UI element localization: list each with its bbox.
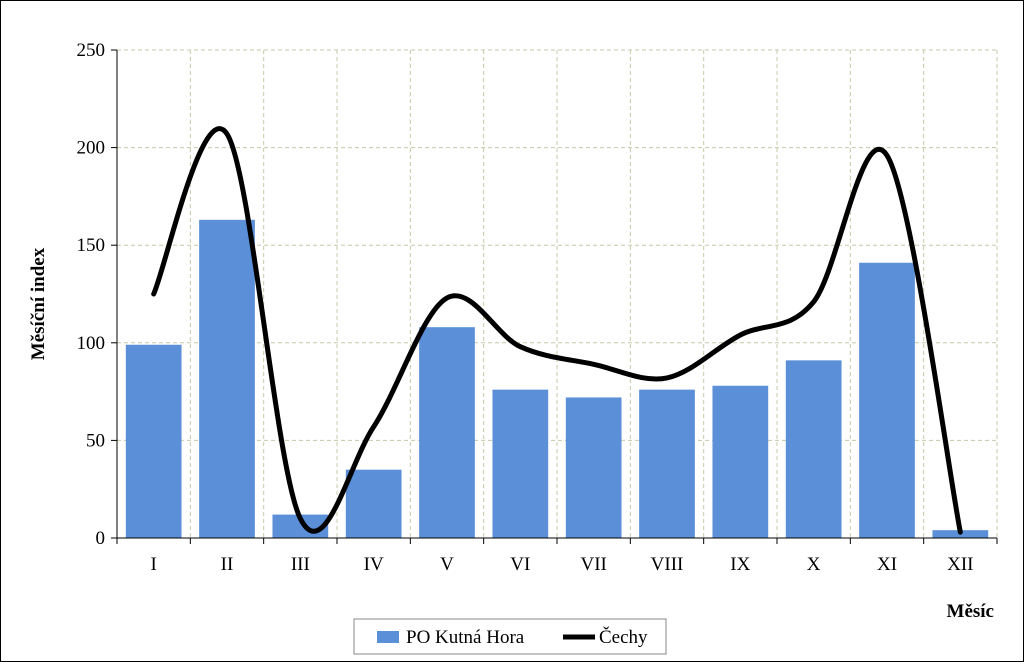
bar	[639, 389, 695, 538]
x-tick-label: V	[440, 554, 454, 575]
y-axis-title: Měsíční index	[28, 247, 49, 360]
y-tick-labels: 0 50 100 150 200 250	[77, 40, 106, 549]
x-tick-label: X	[807, 554, 821, 575]
bar	[785, 360, 842, 538]
y-tick-label: 0	[96, 528, 106, 549]
bar-series	[125, 219, 989, 538]
x-axis-title: Měsíc	[947, 601, 994, 622]
bar	[419, 327, 475, 538]
y-tick-label: 50	[86, 430, 105, 451]
bar	[859, 262, 915, 538]
bar	[492, 389, 549, 538]
x-tick-label: XII	[947, 554, 973, 575]
x-tick-label: IX	[730, 554, 750, 575]
y-tick-label: 200	[77, 138, 106, 159]
y-tick-label: 150	[77, 235, 106, 256]
legend-label-line: Čechy	[599, 626, 648, 648]
bar	[199, 219, 255, 538]
legend-label-bar: PO Kutná Hora	[406, 627, 525, 648]
line-series-cechy	[151, 126, 963, 535]
x-tick-labels: I II III IV V VI VII VIII IX X XI XII	[151, 554, 974, 575]
bar	[712, 385, 769, 538]
bar	[565, 397, 622, 538]
y-tick-label: 100	[77, 333, 106, 354]
x-tick-label: VIII	[651, 554, 684, 575]
x-tick-label: III	[291, 554, 310, 575]
grid-lines	[117, 49, 998, 538]
x-tick-label: IV	[364, 554, 384, 575]
x-tick-label: VI	[510, 554, 530, 575]
bar	[125, 344, 182, 538]
x-tick-label: II	[221, 554, 234, 575]
bar	[345, 469, 402, 538]
legend: PO Kutná Hora Čechy	[353, 618, 667, 655]
y-tick-label: 250	[77, 40, 106, 61]
x-tick-label: XI	[877, 554, 897, 575]
legend-box	[353, 618, 667, 655]
legend-swatch-bar	[377, 631, 399, 643]
x-tick-label: I	[151, 554, 157, 575]
axes	[111, 49, 998, 544]
x-tick-label: VII	[580, 554, 606, 575]
